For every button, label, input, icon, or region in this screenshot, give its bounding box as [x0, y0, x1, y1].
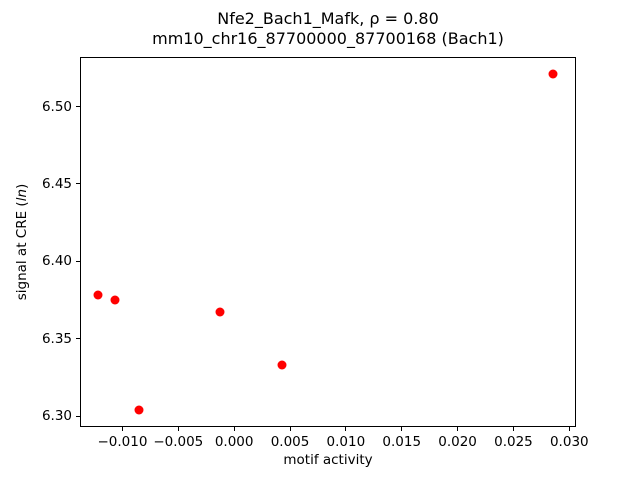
chart-title-line2: mm10_chr16_87700000_87700168 (Bach1) [152, 28, 504, 48]
x-tick [345, 427, 347, 431]
chart-title: Nfe2_Bach1_Mafk, ρ = 0.80 mm10_chr16_877… [80, 9, 576, 48]
data-point [93, 290, 103, 300]
y-tick [76, 260, 80, 262]
y-axis-label-italic: ln [14, 188, 30, 202]
y-tick-label: 6.45 [41, 175, 72, 192]
y-axis-label-suffix: ) [14, 183, 30, 189]
x-tick [177, 427, 179, 431]
x-tick-label: 0.025 [494, 434, 533, 450]
x-tick [512, 427, 514, 431]
x-tick [289, 427, 291, 431]
x-tick-label: 0.020 [438, 434, 477, 450]
data-point [110, 295, 120, 305]
y-axis-label: signal at CRE (ln) [14, 184, 30, 301]
y-axis-label-prefix: signal at CRE ( [14, 201, 30, 301]
data-point [548, 69, 558, 79]
x-tick-label: 0.005 [270, 434, 310, 450]
x-tick-label: 0.030 [549, 434, 589, 450]
chart-title-line1: Nfe2_Bach1_Mafk, ρ = 0.80 [217, 9, 439, 28]
x-tick [233, 427, 235, 431]
y-tick [76, 415, 80, 417]
data-point [215, 307, 225, 317]
y-tick [76, 106, 80, 108]
y-tick-label: 6.35 [41, 330, 72, 347]
x-tick-label: −0.010 [97, 434, 148, 450]
y-tick-label: 6.50 [41, 98, 72, 115]
y-tick-label: 6.30 [41, 408, 72, 425]
x-tick-label: 0.000 [214, 434, 254, 450]
x-tick-label: 0.015 [382, 434, 422, 450]
x-axis-label: motif activity [283, 452, 373, 468]
x-tick-label: 0.010 [326, 434, 366, 450]
data-point [277, 360, 287, 370]
plot-area [80, 57, 576, 427]
x-tick [121, 427, 123, 431]
y-tick [76, 183, 80, 185]
x-tick [401, 427, 403, 431]
x-tick [457, 427, 459, 431]
x-tick-label: −0.005 [153, 434, 204, 450]
data-point [134, 405, 144, 415]
y-tick-label: 6.40 [41, 253, 72, 270]
y-tick [76, 338, 80, 340]
x-tick [568, 427, 570, 431]
